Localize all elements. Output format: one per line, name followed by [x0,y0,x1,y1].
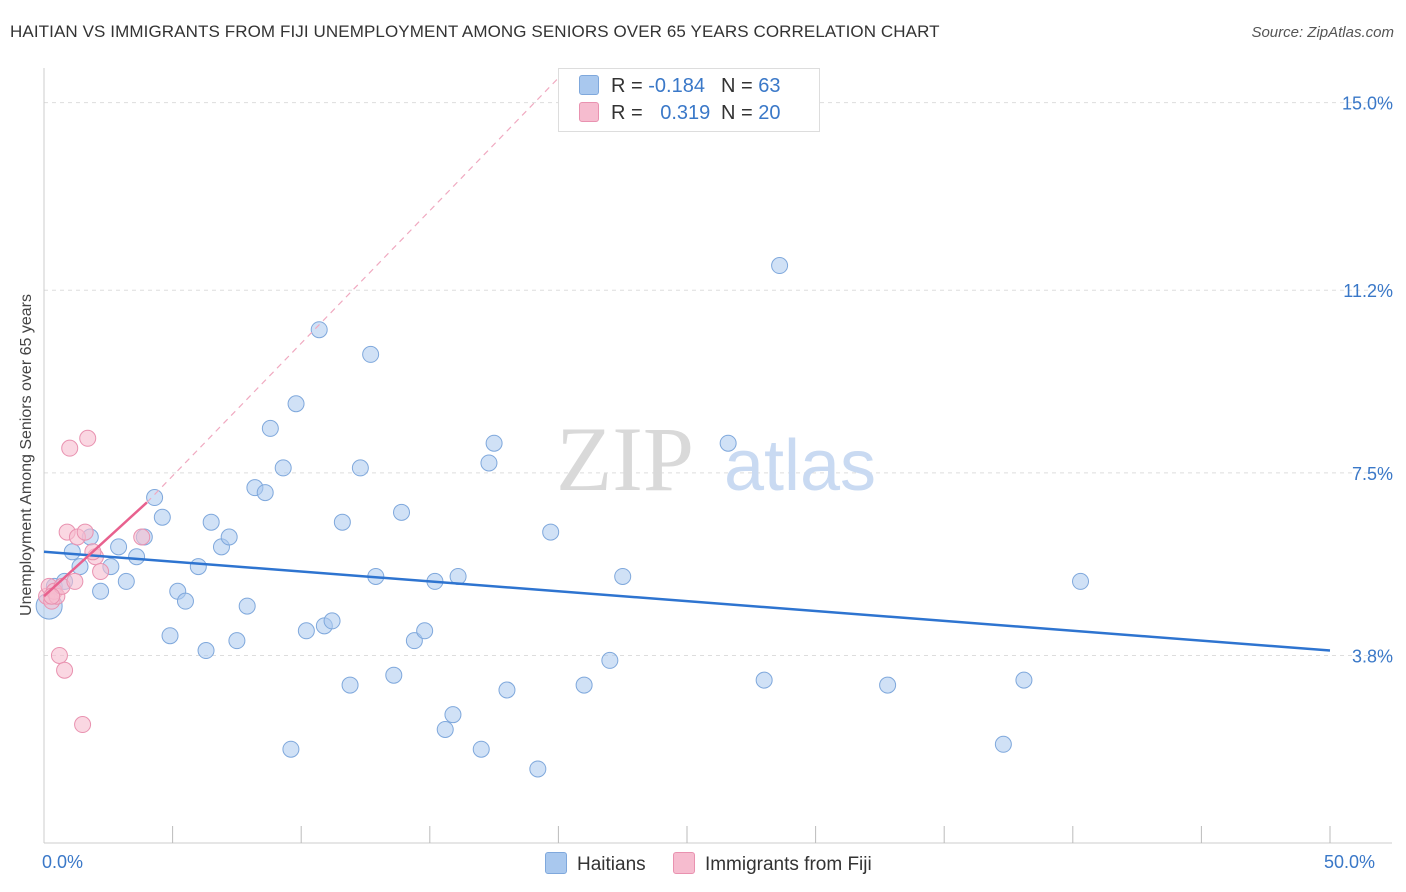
fiji-point [74,716,92,734]
haitian-point [529,760,547,778]
grid-lines [44,102,1392,656]
y-tick-label: 7.5% [1352,464,1393,484]
haitians-swatch [579,75,599,95]
haitian-point [117,572,135,590]
haitian-point [771,257,789,275]
fiji-point [56,661,74,679]
haitian-point [719,434,737,452]
fiji-legend-label: Immigrants from Fiji [704,854,872,875]
fiji-point [61,439,79,457]
r-label: R = [611,102,649,124]
legend-haitians: Haitians [545,852,646,876]
haitians-legend-swatch [545,852,567,874]
haitian-point [385,666,403,684]
n-label: N = [721,75,759,97]
haitian-point [161,627,179,645]
haitian-point [1072,572,1090,590]
haitian-point [393,503,411,521]
haitian-point [485,434,503,452]
haitian-point [994,735,1012,753]
haitian-point [282,740,300,758]
haitian-point [323,612,341,630]
legend-row-fiji: R = 0.319 N = 20 [579,102,781,126]
haitian-point [128,548,146,566]
haitian-point [256,484,274,502]
fiji-swatch [579,102,599,122]
haitian-point [297,622,315,640]
haitian-point [879,676,897,694]
r-value: -0.184 [648,75,705,97]
haitian-point [71,558,89,576]
source-label: Source: ZipAtlas.com [1251,24,1394,41]
haitian-point [92,582,110,600]
watermark: ZIP atlas [556,408,876,510]
y-tick-label: 11.2% [1343,281,1393,301]
haitian-point [416,622,434,640]
haitian-point [755,671,773,689]
fiji-point [92,563,110,581]
haitian-point [444,706,462,724]
haitian-point [197,642,215,660]
haitian-point [261,419,279,437]
haitian-point [601,651,619,669]
fiji-point [133,528,151,546]
haitian-point [405,632,423,650]
haitian-point [436,720,454,738]
haitian-point [238,597,256,615]
haitian-point [228,632,246,650]
y-tick-labels: 3.8% 7.5% 11.2% 15.0% [1342,94,1393,667]
x-tick-min: 0.0% [42,852,84,872]
y-tick-label: 3.8% [1352,646,1393,666]
haitian-point [542,523,560,541]
haitian-point [351,459,369,477]
haitian-point [310,321,328,339]
haitian-point [189,558,207,576]
watermark-zip: ZIP [556,408,694,510]
x-tick-max: 50.0% [1324,852,1376,872]
haitian-point [614,567,632,585]
haitian-point [472,740,490,758]
fiji-point [79,429,97,447]
haitian-point [362,345,380,363]
chart-title: HAITIAN VS IMMIGRANTS FROM FIJI UNEMPLOY… [10,22,940,41]
haitian-point [63,543,81,561]
n-value: 63 [758,75,781,97]
haitian-point [341,676,359,694]
series-legend: Haitians Immigrants from Fiji [545,852,894,876]
haitian-point [287,395,305,413]
haitian-point [176,592,194,610]
fiji-point [76,523,94,541]
axes [43,68,1392,844]
r-label: R = [611,75,649,97]
haitian-point [202,513,220,531]
haitians-trend-line [43,550,1331,652]
watermark-atlas: atlas [724,426,876,506]
y-tick-label: 15.0% [1342,94,1393,114]
legend-row-haitians: R = -0.184 N = 63 [579,75,781,99]
n-label: N = [721,102,759,124]
haitian-point [146,489,164,507]
trend-lines [43,77,1331,652]
haitian-point [1015,671,1033,689]
haitian-point [333,513,351,531]
fiji-trend-line [43,501,148,598]
haitian-point [274,459,292,477]
haitian-point [480,454,498,472]
haitians-points [35,257,1090,778]
legend-fiji: Immigrants from Fiji [672,852,872,876]
r-value: 0.319 [660,102,711,124]
haitian-point [110,538,128,556]
haitian-point [498,681,516,699]
haitian-point [575,676,593,694]
n-value: 20 [758,102,781,124]
fiji-point [66,572,84,590]
correlation-legend: R = -0.184 N = 63 R = 0.319 N = 20 [558,68,820,132]
haitian-point [153,508,171,526]
haitians-legend-label: Haitians [577,854,646,875]
haitian-point [220,528,238,546]
fiji-point [50,646,68,664]
fiji-legend-swatch [672,852,695,874]
